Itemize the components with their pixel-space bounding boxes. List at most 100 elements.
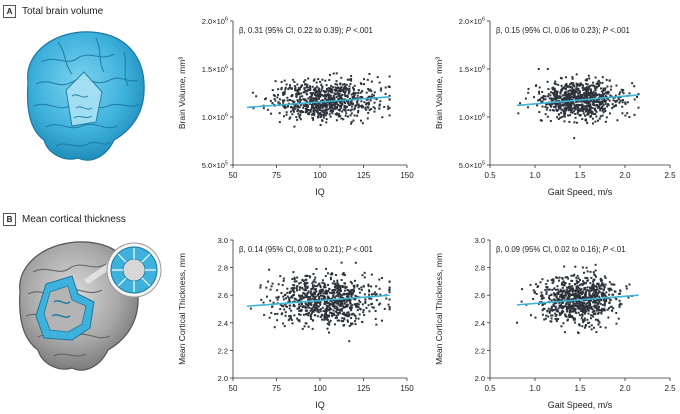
- scatter-point: [580, 309, 583, 312]
- scatter-point: [298, 282, 301, 285]
- scatter-point: [604, 102, 607, 105]
- scatter-point: [565, 98, 568, 101]
- scatter-point: [335, 72, 338, 75]
- scatter-point: [608, 287, 611, 290]
- scatter-point: [294, 86, 297, 89]
- scatter-point: [323, 97, 326, 100]
- scatter-point: [571, 310, 574, 313]
- scatter-point: [600, 299, 603, 302]
- scatter-point: [558, 301, 561, 304]
- scatter-point: [282, 295, 285, 298]
- scatter-point: [568, 285, 571, 288]
- scatter-point: [576, 112, 579, 115]
- scatter-point: [602, 283, 605, 286]
- scatter-point: [573, 293, 576, 296]
- scatter-point: [312, 310, 315, 313]
- scatter-point: [541, 297, 544, 300]
- scatter-point: [594, 104, 597, 107]
- scatter-point: [535, 283, 538, 286]
- scatter-point: [309, 86, 312, 89]
- scatter-point: [589, 270, 592, 273]
- scatter-point: [323, 95, 326, 98]
- scatter-point: [305, 322, 308, 325]
- scatter-point: [333, 107, 336, 110]
- scatter-point: [350, 307, 353, 310]
- scatter-point: [561, 289, 564, 292]
- scatter-point: [597, 306, 600, 309]
- scatter-point: [545, 108, 548, 111]
- scatter-point: [542, 95, 545, 98]
- scatter-point: [320, 294, 323, 297]
- scatter-point: [595, 291, 598, 294]
- scatter-point: [581, 297, 584, 300]
- scatter-point: [368, 289, 371, 292]
- scatter-point: [328, 73, 331, 76]
- scatter-point: [578, 284, 581, 287]
- scatter-point: [610, 305, 613, 308]
- scatter-point: [347, 92, 350, 95]
- scatter-point: [379, 89, 382, 92]
- scatter-point: [275, 296, 278, 299]
- scatter-point: [619, 302, 622, 305]
- scatter-point: [579, 278, 582, 281]
- scatter-point: [618, 304, 621, 307]
- scatter-point: [310, 312, 313, 315]
- scatter-point: [362, 83, 365, 86]
- scatter-point: [335, 274, 338, 277]
- scatter-point: [328, 99, 331, 102]
- scatter-point: [568, 120, 571, 123]
- scatter-point: [551, 288, 554, 291]
- y-tick-label: 2.6: [218, 291, 228, 300]
- scatter-point: [323, 292, 326, 295]
- scatter-point: [388, 98, 391, 101]
- scatter-point: [292, 304, 295, 307]
- scatter-point: [567, 114, 570, 117]
- scatter-point: [318, 290, 321, 293]
- scatter-point: [313, 78, 316, 81]
- scatter-point: [313, 296, 316, 299]
- scatter-point: [548, 294, 551, 297]
- scatter-point: [589, 298, 592, 301]
- scatter-point: [616, 119, 619, 122]
- scatter-point: [333, 286, 336, 289]
- scatter-point: [318, 102, 321, 105]
- scatter-point: [589, 302, 592, 305]
- scatter-point: [574, 292, 577, 295]
- scatter-point: [324, 114, 327, 117]
- cortical-thickness-illustration: [19, 241, 162, 371]
- scatter-point: [312, 291, 315, 294]
- scatter-point: [557, 106, 560, 109]
- scatter-point: [536, 285, 539, 288]
- scatter-point: [326, 99, 329, 102]
- scatter-point: [333, 96, 336, 99]
- scatter-point: [283, 93, 286, 96]
- scatter-point: [332, 309, 335, 312]
- scatter-point: [335, 302, 338, 305]
- scatter-point: [544, 105, 547, 108]
- scatter-point: [336, 306, 339, 309]
- scatter-point: [308, 85, 311, 88]
- scatter-point: [299, 118, 302, 121]
- scatter-point: [550, 293, 553, 296]
- scatter-point: [307, 290, 310, 293]
- scatter-point: [312, 306, 315, 309]
- scatter-point: [302, 313, 305, 316]
- scatter-point: [291, 109, 294, 112]
- scatter-point: [621, 90, 624, 93]
- scatter-point: [577, 110, 580, 113]
- scatter-point: [330, 98, 333, 101]
- scatter-point: [587, 279, 590, 282]
- scatter-point: [636, 95, 639, 98]
- scatter-point: [572, 310, 575, 313]
- scatter-point: [291, 287, 294, 290]
- scatter-point: [291, 87, 294, 90]
- scatter-point: [370, 273, 373, 276]
- scatter-point: [552, 280, 555, 283]
- scatter-point: [590, 305, 593, 308]
- scatter-point: [557, 297, 560, 300]
- scatter-point: [588, 86, 591, 89]
- scatter-point: [354, 323, 357, 326]
- scatter-point: [563, 265, 566, 268]
- scatter-point: [593, 305, 596, 308]
- scatter-point: [550, 99, 553, 102]
